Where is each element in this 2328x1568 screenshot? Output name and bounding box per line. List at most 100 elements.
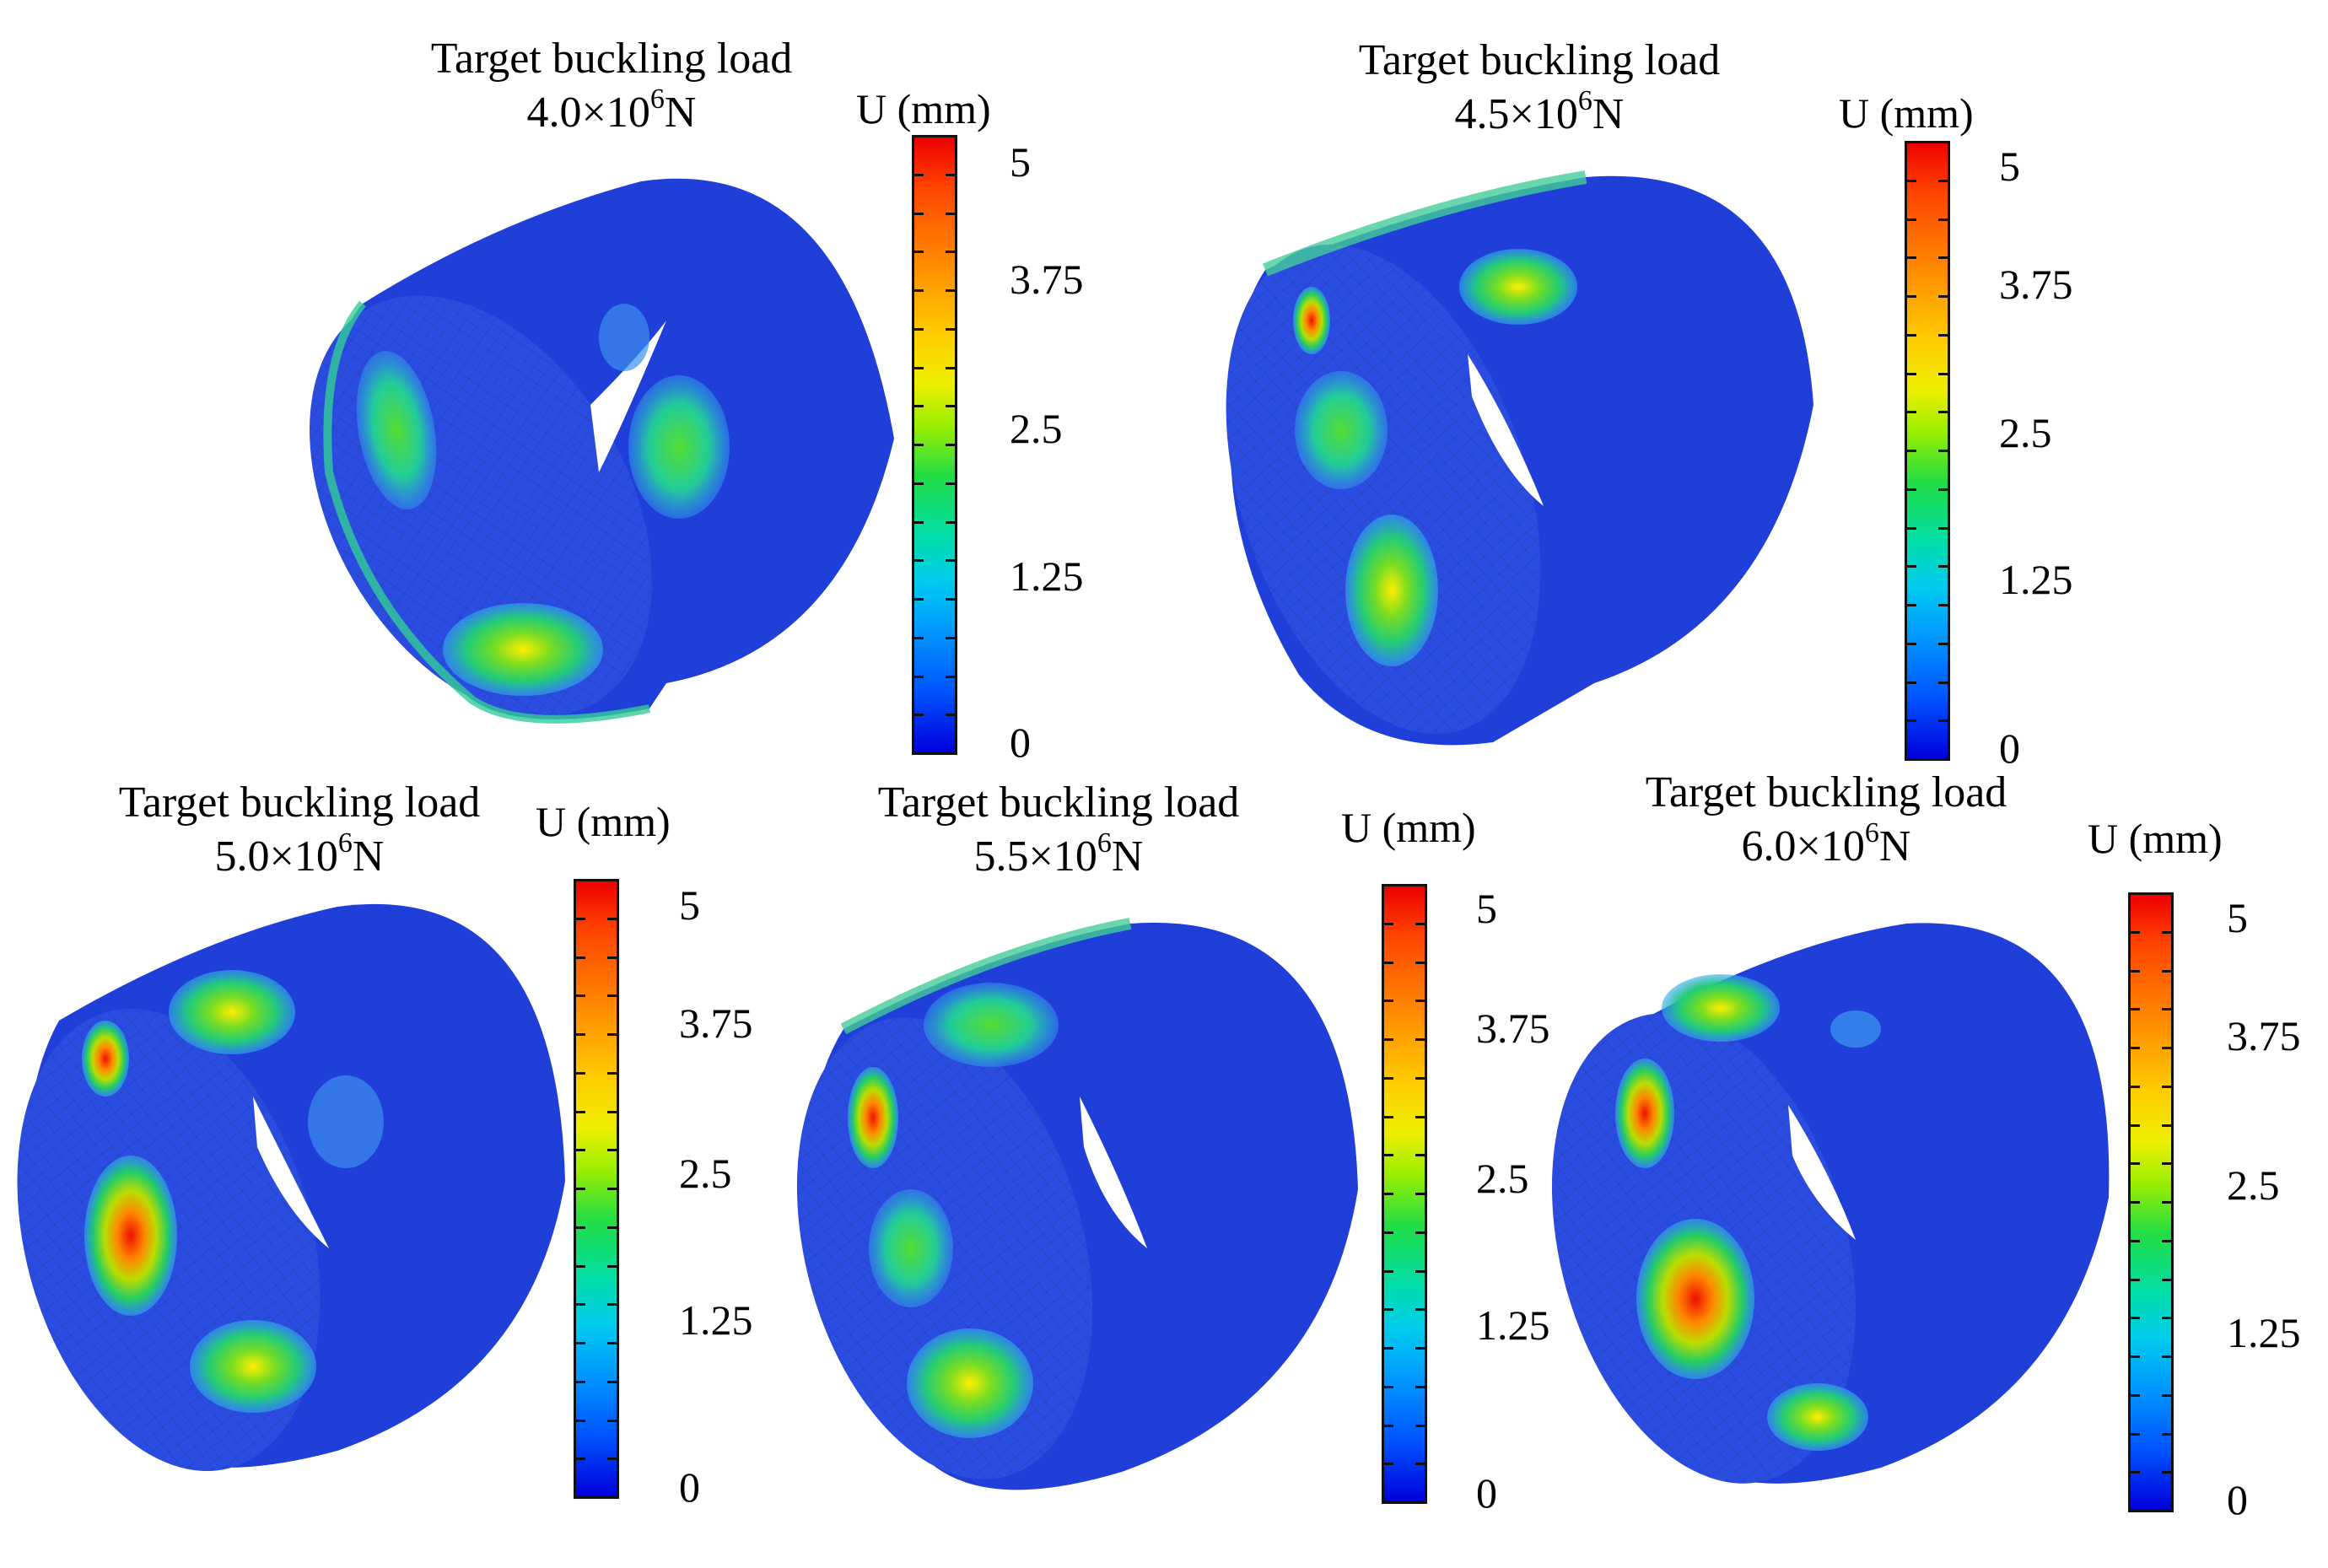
load-mantissa: 5.5×10 — [973, 832, 1097, 881]
colorbar-title: U (mm) — [1839, 89, 1974, 137]
colorbar-tickmark — [1905, 450, 1916, 452]
colorbar-tickmark — [946, 714, 957, 717]
colorbar-tickmark — [1382, 961, 1393, 964]
colorbar-tickmark — [2162, 1393, 2174, 1397]
colorbar-tickmark — [1415, 961, 1427, 964]
colorbar-tickmark — [574, 994, 585, 998]
colorbar-tickmark — [912, 289, 924, 292]
colorbar-tickmark — [946, 135, 957, 137]
colorbar-tickmark — [574, 1188, 585, 1190]
colorbar-tickmark — [2162, 1510, 2174, 1512]
colorbar-tickmark — [1938, 488, 1950, 491]
colorbar-tick: 3.75 — [2227, 1012, 2301, 1059]
colorbar-tickmark — [1415, 1463, 1427, 1466]
colorbar-tickmark — [607, 1033, 619, 1036]
colorbar-tick: 0 — [679, 1463, 700, 1511]
colorbar-tickmark — [912, 135, 924, 137]
colorbar-tickmark — [1938, 141, 1950, 143]
colorbar-tickmark — [1382, 1115, 1393, 1118]
colorbar-tick: 3.75 — [1476, 1005, 1550, 1052]
load-exponent: 6 — [649, 83, 665, 115]
load-unit: N — [1592, 90, 1625, 138]
colorbar-tickmark — [1415, 1115, 1427, 1118]
colorbar-tickmark — [574, 879, 585, 881]
colorbar-tickmark — [1382, 1424, 1393, 1427]
colorbar-tickmark — [2128, 1510, 2140, 1512]
colorbar-tickmark — [1938, 565, 1950, 568]
colorbar-tickmark — [574, 1303, 585, 1307]
title-line: Target buckling load — [118, 779, 481, 827]
colorbar-tickmark — [2162, 1162, 2174, 1166]
colorbar-tickmark — [946, 405, 957, 408]
colorbar-tickmark — [1905, 372, 1916, 375]
load-exponent: 6 — [337, 827, 353, 859]
colorbar-tickmark — [2128, 1239, 2140, 1242]
colorbar-tickmark — [607, 1264, 619, 1268]
load-exponent: 6 — [1097, 827, 1112, 859]
colorbar-tick: 2.5 — [679, 1150, 732, 1197]
colorbar-tickmark — [2128, 1471, 2140, 1474]
colorbar-tickmark — [574, 1380, 585, 1383]
colorbar-tickmark — [912, 598, 924, 601]
colorbar-tickmark — [946, 173, 957, 176]
colorbar-tickmark — [1905, 758, 1916, 761]
colorbar-tickmark — [574, 1071, 585, 1075]
colorbar-tickmark — [946, 251, 957, 254]
colorbar-tickmark — [1938, 604, 1950, 606]
load-unit: N — [1111, 832, 1144, 881]
colorbar-tickmark — [1382, 1231, 1393, 1234]
colorbar-tickmark — [946, 482, 957, 485]
colorbar-tick: 1.25 — [2227, 1309, 2301, 1356]
colorbar-tickmark — [2128, 1123, 2140, 1127]
colorbar-tickmark — [1905, 295, 1916, 298]
load-value: 4.0×106N — [405, 83, 818, 140]
colorbar-tick: 0 — [1999, 725, 2020, 772]
colorbar-tickmark — [1938, 372, 1950, 375]
colorbar-tick: 2.5 — [1476, 1155, 1529, 1202]
colorbar-tickmark — [912, 714, 924, 717]
colorbar-tickmark — [1415, 1501, 1427, 1504]
colorbar-tickmark — [946, 444, 957, 446]
colorbar-tickmark — [912, 366, 924, 369]
load-mantissa: 6.0×10 — [1741, 822, 1865, 870]
load-value: 5.0×106N — [93, 827, 506, 884]
panel-title: Target buckling load 5.5×106N — [852, 776, 1265, 884]
colorbar-tick: 0 — [1476, 1469, 1497, 1517]
colorbar-tickmark — [1905, 681, 1916, 684]
colorbar-tickmark — [1905, 604, 1916, 606]
panel-3: Target buckling load 5.0×106N U (mm) 5 3… — [0, 759, 776, 1568]
colorbar-tickmark — [2162, 1471, 2174, 1474]
colorbar-tickmark — [1382, 1076, 1393, 1080]
load-unit: N — [664, 89, 697, 137]
colorbar-tick: 5 — [1999, 143, 2020, 190]
colorbar-tickmark — [1938, 295, 1950, 298]
colorbar-tickmark — [1382, 1000, 1393, 1003]
colorbar-tickmark — [946, 636, 957, 639]
colorbar-tickmark — [2128, 969, 2140, 973]
colorbar-tickmark — [1415, 1385, 1427, 1388]
colorbar-tickmark — [1905, 333, 1916, 337]
colorbar-tick: 0 — [1010, 719, 1031, 766]
colorbar-tickmark — [946, 289, 957, 292]
colorbar-tickmark — [574, 1033, 585, 1036]
colorbar-tickmark — [1938, 642, 1950, 645]
colorbar-tickmark — [1938, 758, 1950, 761]
colorbar-tickmark — [607, 1458, 619, 1461]
colorbar-tickmark — [607, 1342, 619, 1344]
load-exponent: 6 — [1577, 84, 1592, 116]
colorbar-tickmark — [2128, 1008, 2140, 1011]
load-mantissa: 4.0×10 — [526, 89, 650, 137]
colorbar-title: U (mm) — [536, 798, 671, 845]
panel-title: Target buckling load 4.5×106N — [1333, 34, 1746, 142]
colorbar-tickmark — [1938, 450, 1950, 452]
colorbar-tick: 5 — [1476, 885, 1497, 932]
colorbar-tickmark — [607, 917, 619, 920]
colorbar-tickmark — [607, 1071, 619, 1075]
colorbar-tickmark — [2162, 1047, 2174, 1049]
colorbar-tick: 1.25 — [679, 1296, 753, 1344]
colorbar-tickmark — [607, 879, 619, 881]
colorbar-tickmark — [1905, 256, 1916, 260]
title-line: Target buckling load — [1645, 768, 2007, 816]
colorbar-tick: 1.25 — [1476, 1301, 1550, 1349]
colorbar-tickmark — [2128, 1085, 2140, 1088]
